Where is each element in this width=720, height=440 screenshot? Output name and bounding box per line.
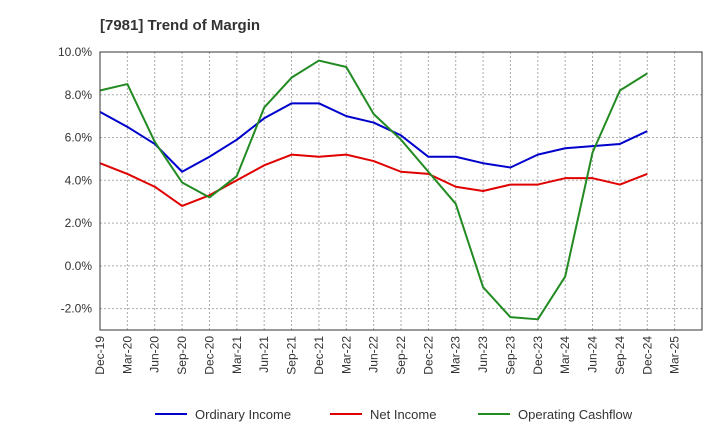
x-tick-label: Dec-20 <box>202 336 216 375</box>
x-tick-label: Mar-23 <box>449 336 463 374</box>
y-tick-label: 8.0% <box>65 88 93 102</box>
y-tick-label: 0.0% <box>65 259 93 273</box>
y-tick-label: -2.0% <box>61 302 93 316</box>
x-tick-label: Dec-19 <box>93 336 107 375</box>
x-tick-label: Dec-21 <box>312 336 326 375</box>
y-tick-label: 6.0% <box>65 131 93 145</box>
y-tick-label: 4.0% <box>65 173 93 187</box>
grid-lines <box>100 51 702 330</box>
legend-label: Ordinary Income <box>195 407 291 422</box>
series-lines <box>99 59 648 321</box>
x-tick-label: Sep-23 <box>503 336 517 375</box>
x-tick-label: Jun-24 <box>586 336 600 373</box>
x-tick-label: Dec-24 <box>640 336 654 375</box>
x-tick-label: Jun-23 <box>476 336 490 373</box>
legend-label: Net Income <box>370 407 436 422</box>
x-tick-label: Mar-24 <box>558 336 572 374</box>
legend: Ordinary Income Net Income Operating Cashf… <box>155 407 633 422</box>
x-tick-label: Mar-25 <box>668 336 682 374</box>
y-tick-label: 2.0% <box>65 216 93 230</box>
x-tick-label: Mar-22 <box>339 336 353 374</box>
series-line <box>99 59 648 321</box>
x-tick-label: Dec-23 <box>531 336 545 375</box>
x-axis-ticks: Dec-19 Mar-20 Jun-20 Sep-20 Dec-20 Mar-21 Jun-… <box>93 336 682 375</box>
x-tick-label: Mar-20 <box>120 336 134 374</box>
x-tick-label: Jun-20 <box>148 336 162 373</box>
series-line <box>99 153 648 207</box>
y-axis-ticks: 10.0% 8.0% 6.0% 4.0% 2.0% 0.0% -2.0% <box>58 45 92 316</box>
x-tick-label: Mar-21 <box>230 336 244 374</box>
chart-title: [7981] Trend of Margin <box>100 17 260 34</box>
x-tick-label: Dec-22 <box>421 336 435 375</box>
y-tick-label: 10.0% <box>58 45 92 59</box>
x-tick-label: Sep-21 <box>285 336 299 375</box>
series-line <box>99 102 648 173</box>
x-tick-label: Sep-22 <box>394 336 408 375</box>
x-tick-label: Sep-20 <box>175 336 189 375</box>
x-tick-label: Sep-24 <box>613 336 627 375</box>
plot-frame <box>99 51 703 331</box>
x-tick-label: Jun-21 <box>257 336 271 373</box>
x-tick-label: Jun-22 <box>367 336 381 373</box>
legend-label: Operating Cashflow <box>518 407 633 422</box>
